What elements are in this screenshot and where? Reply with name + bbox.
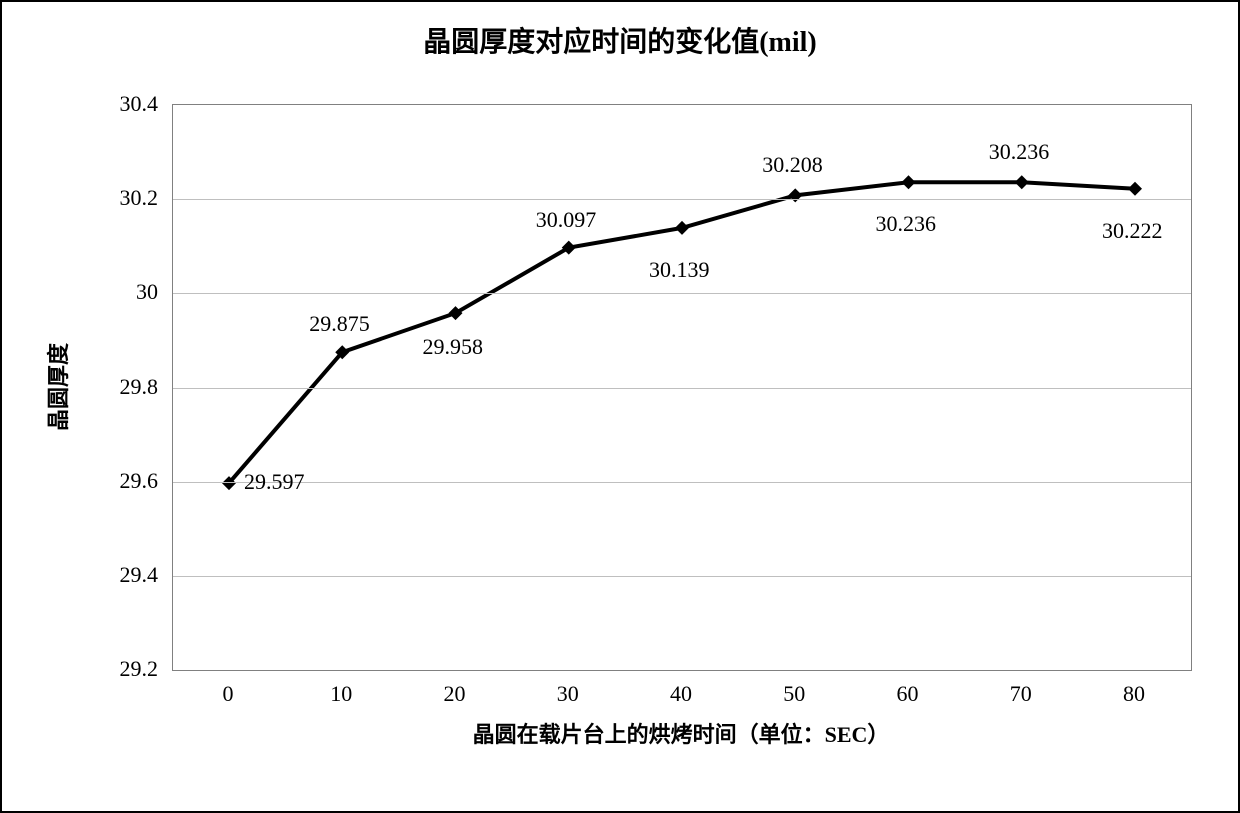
x-tick-label: 60 xyxy=(897,681,919,707)
data-label: 29.958 xyxy=(422,334,483,360)
x-tick-label: 50 xyxy=(783,681,805,707)
x-tick-label: 80 xyxy=(1123,681,1145,707)
y-tick-label: 29.2 xyxy=(120,656,159,682)
gridline xyxy=(173,388,1191,389)
x-tick-label: 0 xyxy=(222,681,233,707)
y-axis-title: 晶圆厚度 xyxy=(41,342,73,430)
data-label: 30.139 xyxy=(649,257,710,283)
data-label: 30.097 xyxy=(536,207,597,233)
x-tick-label: 40 xyxy=(670,681,692,707)
data-marker xyxy=(902,175,916,189)
gridline xyxy=(173,293,1191,294)
plot-area xyxy=(172,104,1192,671)
gridline xyxy=(173,576,1191,577)
data-label: 29.597 xyxy=(244,469,305,495)
x-tick-label: 70 xyxy=(1010,681,1032,707)
data-label: 30.236 xyxy=(989,139,1050,165)
x-tick-label: 30 xyxy=(557,681,579,707)
data-label: 30.222 xyxy=(1102,218,1163,244)
x-tick-label: 20 xyxy=(443,681,465,707)
data-label: 30.208 xyxy=(762,152,823,178)
y-tick-label: 30.2 xyxy=(120,185,159,211)
data-marker xyxy=(788,188,802,202)
gridline xyxy=(173,199,1191,200)
x-tick-label: 10 xyxy=(330,681,352,707)
data-marker xyxy=(1128,182,1142,196)
x-axis-title: 晶圆在载片台上的烘烤时间（单位：SEC） xyxy=(172,717,1190,749)
data-label: 30.236 xyxy=(876,211,937,237)
data-marker xyxy=(1015,175,1029,189)
y-tick-label: 29.8 xyxy=(120,374,159,400)
data-marker xyxy=(675,221,689,235)
y-tick-label: 29.6 xyxy=(120,468,159,494)
y-tick-label: 29.4 xyxy=(120,562,159,588)
gridline xyxy=(173,482,1191,483)
y-tick-label: 30 xyxy=(136,279,158,305)
data-label: 29.875 xyxy=(309,311,370,337)
y-tick-label: 30.4 xyxy=(120,91,159,117)
chart-title: 晶圆厚度对应时间的变化值(mil) xyxy=(2,20,1238,60)
chart-container: 晶圆厚度对应时间的变化值(mil) 晶圆厚度 晶圆在载片台上的烘烤时间（单位：S… xyxy=(0,0,1240,813)
